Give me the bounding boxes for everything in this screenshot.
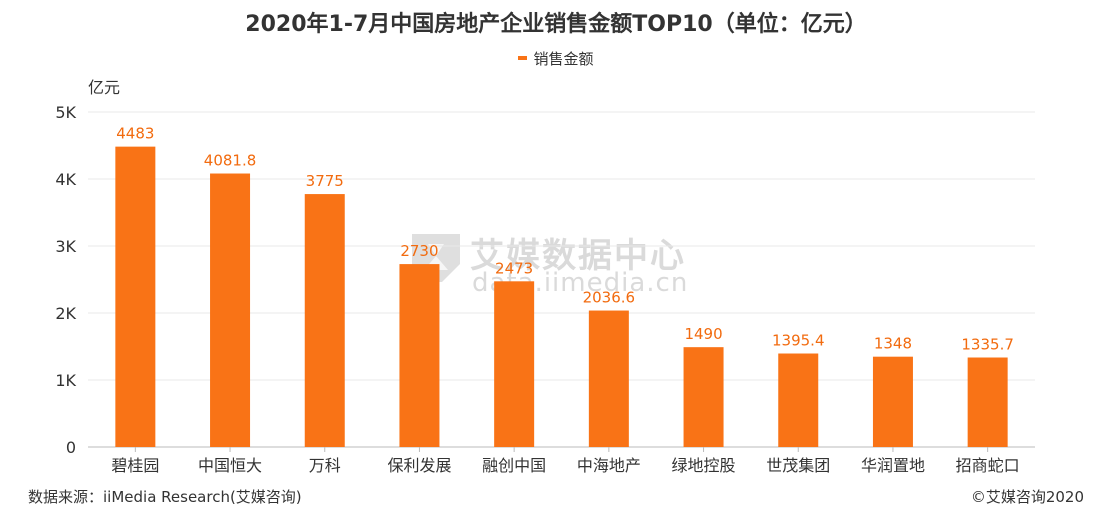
legend-swatch (518, 55, 528, 60)
data-label: 1490 (684, 325, 722, 343)
legend: 销售金额 (0, 48, 1112, 69)
data-label: 2036.6 (583, 289, 636, 307)
y-tick-label: 0 (66, 438, 76, 457)
data-label: 2473 (495, 259, 533, 277)
bar (683, 347, 724, 447)
bars (115, 146, 1008, 447)
bar (304, 194, 345, 447)
y-tick-label: 2K (55, 304, 76, 323)
data-labels: 4483 4081.8 3775 2730 2473 2036.6 1490 1395.4 13… (116, 125, 1014, 354)
bar (778, 353, 819, 447)
x-tick-label: 保利发展 (387, 456, 451, 475)
y-tick-label: 3K (55, 237, 76, 256)
data-label: 1348 (874, 335, 912, 353)
x-tick-label: 招商蛇口 (956, 456, 1020, 475)
bar (872, 356, 913, 447)
x-tick-label: 华润置地 (861, 456, 925, 475)
x-tick-label: 融创中国 (482, 456, 546, 475)
chart-title: 2020年1-7月中国房地产企业销售金额TOP10（单位：亿元） (245, 12, 867, 37)
x-tick-label: 中国恒大 (198, 456, 262, 475)
data-label: 1335.7 (961, 336, 1014, 354)
data-label: 3775 (306, 172, 344, 190)
bar (115, 146, 156, 447)
watermark-text: 艾媒数据中心 (470, 236, 686, 276)
data-label: 1395.4 (772, 332, 825, 350)
y-axis-label: 亿元 (88, 78, 120, 97)
source-note: 数据来源：iiMedia Research(艾媒咨询) (28, 488, 302, 506)
bar (399, 264, 440, 447)
x-tick-label: 碧桂园 (111, 456, 159, 475)
x-tick-label: 世茂集团 (766, 456, 830, 475)
y-tick-label: 4K (55, 170, 76, 189)
y-tick-label: 1K (55, 371, 76, 390)
x-tick-label: 中海地产 (577, 456, 641, 475)
x-tick-label: 万科 (309, 456, 341, 475)
bar (588, 310, 629, 447)
bar (494, 281, 535, 447)
bar (967, 357, 1008, 447)
data-label: 4081.8 (204, 152, 257, 170)
legend-label: 销售金额 (533, 50, 594, 68)
y-tick-label: 5K (55, 103, 76, 122)
copyright-note: ©艾媒咨询2020 (970, 488, 1084, 506)
data-label: 2730 (400, 242, 438, 260)
data-label: 4483 (116, 125, 154, 143)
x-tick-label: 绿地控股 (672, 456, 736, 475)
bar (210, 173, 251, 447)
